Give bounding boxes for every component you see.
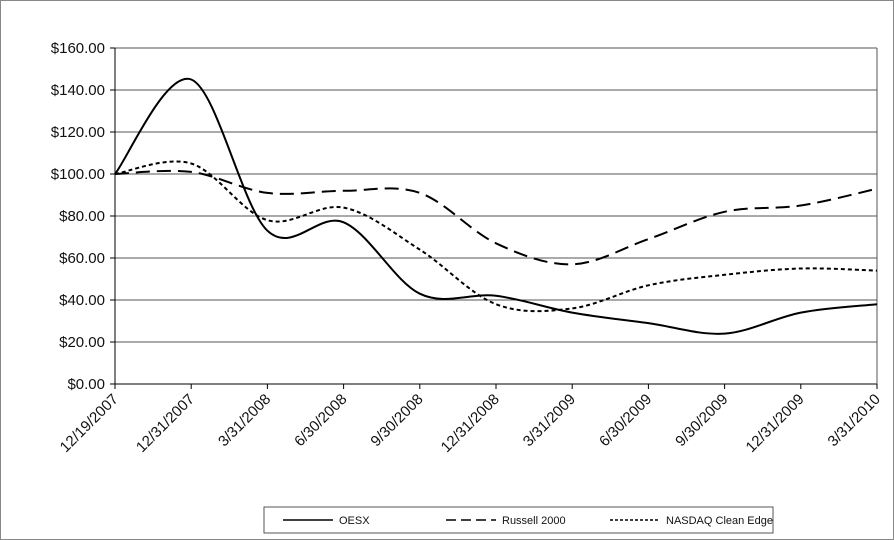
y-tick-label: $120.00: [51, 124, 105, 141]
y-tick-label: $80.00: [59, 208, 105, 225]
y-tick-labels: $0.00 $20.00 $40.00 $60.00 $80.00 $100.00 $120…: [51, 40, 105, 393]
legend: OESX Russell 2000 NASDAQ Clean Edge: [263, 506, 774, 534]
y-tick-label: $100.00: [51, 166, 105, 183]
legend-label-russell-2000: Russell 2000: [502, 515, 566, 527]
gridlines: [115, 47, 877, 343]
y-tick-label: $20.00: [59, 334, 105, 351]
legend-box: [263, 506, 774, 534]
y-tick-label: $160.00: [51, 40, 105, 57]
y-tick-label: $40.00: [59, 292, 105, 309]
series-line-nasdaq-clean-edge: [114, 160, 878, 313]
series-line-oesx: [114, 78, 878, 335]
legend-label-oesx: OESX: [339, 515, 370, 527]
legend-label-nasdaq-clean-edge: NASDAQ Clean Edge: [666, 515, 773, 527]
y-tick-label: $140.00: [51, 82, 105, 99]
y-tick-label: $60.00: [59, 250, 105, 267]
axes: [110, 47, 878, 389]
y-tick-label: $0.00: [67, 376, 105, 393]
series-lines: [114, 78, 878, 335]
series-line-russell-2000: [114, 169, 878, 266]
